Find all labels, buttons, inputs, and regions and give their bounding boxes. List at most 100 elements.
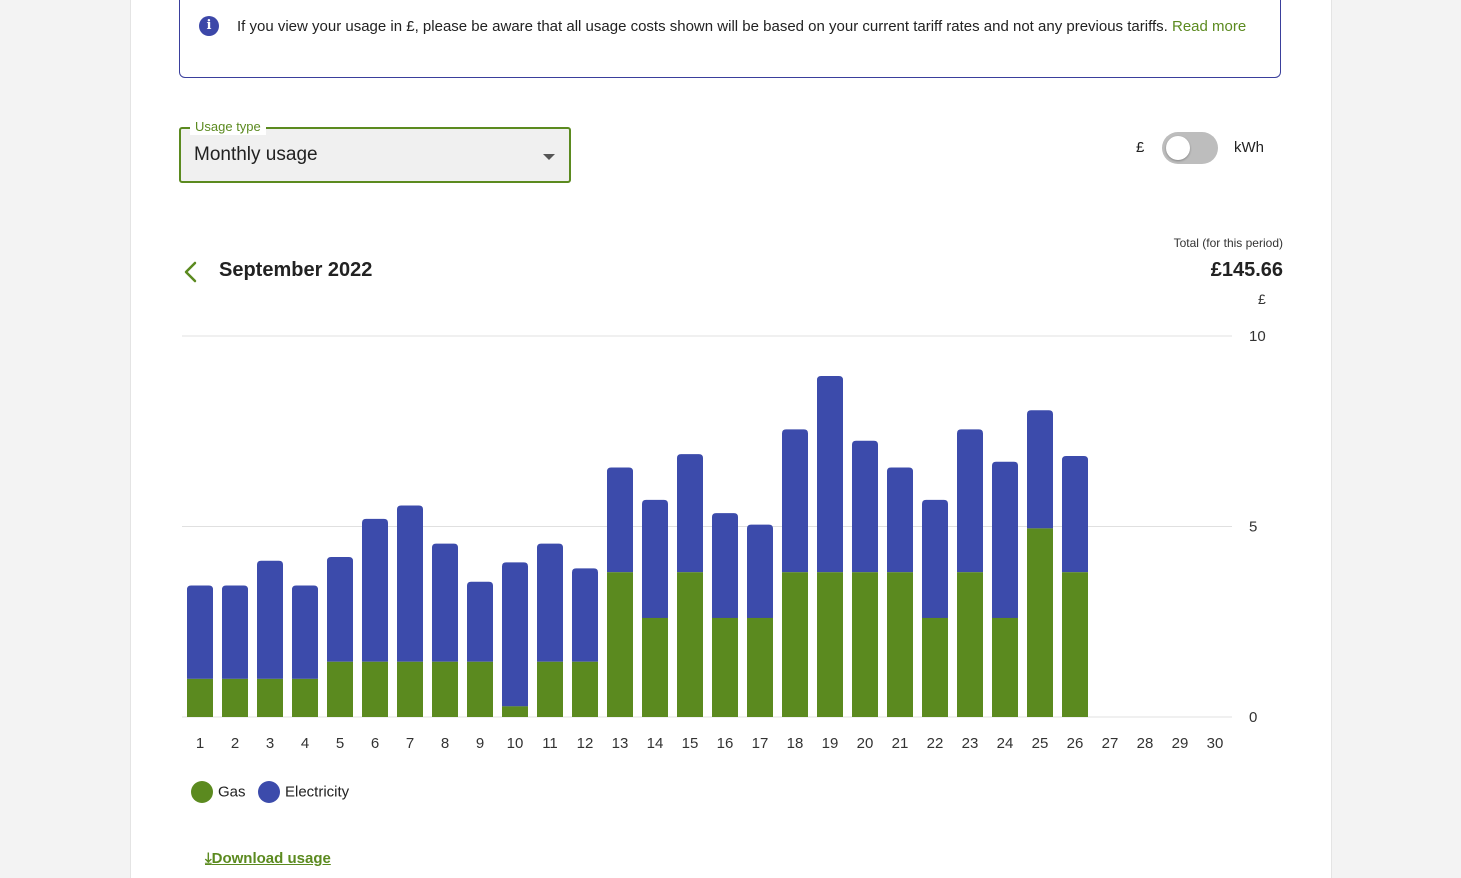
- x-tick-label: 27: [1102, 735, 1119, 752]
- x-tick-label: 6: [371, 735, 379, 752]
- bar-electricity: [607, 467, 633, 573]
- x-tick-label: 13: [612, 735, 629, 752]
- x-tick-label: 18: [787, 735, 804, 752]
- chevron-down-icon: [543, 154, 555, 160]
- total-value: £145.66: [1210, 259, 1283, 281]
- bar-electricity: [502, 562, 528, 707]
- total-label: Total (for this period): [1173, 236, 1283, 250]
- bar-gas: [642, 617, 668, 717]
- bar-electricity: [712, 513, 738, 618]
- bar-gas: [747, 617, 773, 717]
- x-tick-label: 16: [717, 735, 734, 752]
- bar-gas: [292, 678, 318, 717]
- bar-electricity: [642, 499, 668, 618]
- legend-label-electricity: Electricity: [285, 783, 350, 801]
- bar-electricity: [292, 585, 318, 679]
- bar-gas: [817, 572, 843, 717]
- bar-electricity: [327, 556, 353, 662]
- kwh-unit-label: kWh: [1234, 139, 1264, 156]
- bar-gas: [887, 572, 913, 717]
- bar-gas: [187, 678, 213, 717]
- pound-unit-label: £: [1136, 139, 1145, 156]
- bar-electricity: [432, 543, 458, 662]
- previous-period-button[interactable]: [180, 259, 202, 285]
- y-tick-label: 10: [1249, 328, 1266, 345]
- x-tick-label: 24: [997, 735, 1014, 752]
- y-tick-label: 0: [1249, 709, 1257, 726]
- x-tick-label: 29: [1172, 735, 1189, 752]
- bar-electricity: [222, 585, 248, 679]
- usage-type-select[interactable]: Usage type Monthly usage: [179, 119, 571, 183]
- download-usage-link[interactable]: ⤓Download usage: [205, 850, 331, 867]
- bar-gas: [922, 617, 948, 717]
- bar-electricity: [852, 440, 878, 573]
- bar-electricity: [887, 467, 913, 573]
- tariff-notice: i If you view your usage in £, please be…: [179, 0, 1281, 78]
- unit-toggle[interactable]: [1162, 132, 1218, 164]
- read-more-link[interactable]: Read more: [1171, 18, 1247, 35]
- info-icon: i: [199, 16, 219, 36]
- toggle-knob: [1166, 136, 1190, 160]
- bar-gas: [257, 678, 283, 717]
- x-tick-label: 28: [1137, 735, 1154, 752]
- bar-electricity: [257, 560, 283, 679]
- bar-electricity: [397, 505, 423, 662]
- bar-gas: [397, 661, 423, 717]
- chevron-left-icon: [184, 261, 197, 283]
- x-tick-label: 22: [927, 735, 944, 752]
- x-tick-label: 20: [857, 735, 874, 752]
- x-tick-label: 11: [542, 735, 558, 752]
- bar-gas: [537, 661, 563, 717]
- bar-gas: [572, 661, 598, 717]
- bar-gas: [992, 617, 1018, 717]
- bar-electricity: [782, 429, 808, 573]
- bar-electricity: [467, 581, 493, 662]
- x-tick-label: 19: [822, 735, 839, 752]
- bar-gas: [362, 661, 388, 717]
- bar-gas: [432, 661, 458, 717]
- notice-text: If you view your usage in £, please be a…: [237, 15, 1257, 39]
- bar-gas: [1062, 572, 1088, 717]
- x-tick-label: 26: [1067, 735, 1084, 752]
- x-tick-label: 17: [752, 735, 769, 752]
- bar-electricity: [187, 585, 213, 679]
- x-tick-label: 10: [507, 735, 524, 752]
- bar-gas: [782, 572, 808, 717]
- x-tick-label: 23: [962, 735, 979, 752]
- bar-electricity: [992, 461, 1018, 618]
- x-tick-label: 4: [301, 735, 309, 752]
- x-tick-label: 8: [441, 735, 449, 752]
- x-tick-label: 9: [476, 735, 484, 752]
- bar-electricity: [677, 454, 703, 573]
- usage-type-label: Usage type: [190, 119, 266, 135]
- bar-electricity: [957, 429, 983, 573]
- bar-gas: [1027, 528, 1053, 717]
- bar-gas: [222, 678, 248, 717]
- x-tick-label: 15: [682, 735, 699, 752]
- y-axis-unit: £: [1258, 291, 1266, 307]
- bar-gas: [852, 572, 878, 717]
- download-icon: ⤓: [205, 850, 212, 867]
- x-tick-label: 21: [892, 735, 909, 752]
- bar-gas: [677, 572, 703, 717]
- bar-electricity: [537, 543, 563, 662]
- bar-electricity: [817, 376, 843, 573]
- period-title: September 2022: [219, 259, 373, 281]
- gas-swatch: [191, 781, 213, 803]
- bar-gas: [712, 617, 738, 717]
- x-tick-label: 5: [336, 735, 344, 752]
- x-tick-label: 3: [266, 735, 274, 752]
- bar-electricity: [362, 518, 388, 662]
- legend-item-electricity[interactable]: Electricity: [258, 781, 349, 803]
- notice-message: If you view your usage in £, please be a…: [237, 18, 1168, 35]
- bar-electricity: [572, 568, 598, 662]
- bar-electricity: [747, 524, 773, 618]
- legend-item-gas[interactable]: Gas: [191, 781, 246, 803]
- x-tick-label: 12: [577, 735, 594, 752]
- bar-gas: [502, 706, 528, 717]
- electricity-swatch: [258, 781, 280, 803]
- bar-gas: [957, 572, 983, 717]
- bar-electricity: [922, 499, 948, 618]
- bar-gas: [467, 661, 493, 717]
